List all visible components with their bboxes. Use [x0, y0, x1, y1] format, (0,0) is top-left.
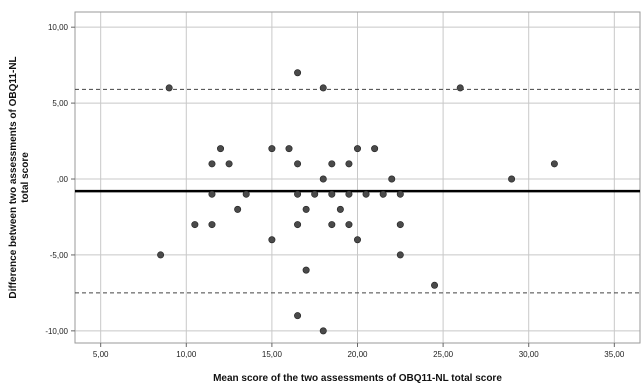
data-point: [319, 175, 327, 183]
x-tick-label: 15,00: [262, 350, 283, 359]
data-point: [208, 190, 216, 198]
x-axis-ticks: 5,00 10,00 15,00 20,00 25,00 30,00 35,00: [93, 343, 625, 359]
x-tick-label: 25,00: [433, 350, 454, 359]
data-point: [294, 160, 302, 168]
data-point: [225, 160, 233, 168]
data-point: [311, 190, 319, 198]
data-point: [379, 190, 387, 198]
data-point: [302, 205, 310, 213]
y-axis-label-line-1: Difference between two assessments of OB…: [8, 56, 19, 298]
grid-lines: [75, 12, 640, 343]
data-point: [353, 145, 361, 153]
data-point: [396, 251, 404, 259]
x-tick-label: 35,00: [604, 350, 625, 359]
data-point: [294, 312, 302, 320]
data-point: [208, 221, 216, 229]
data-point: [362, 190, 370, 198]
data-point: [345, 160, 353, 168]
data-point: [550, 160, 558, 168]
data-point: [345, 190, 353, 198]
data-point: [353, 236, 361, 244]
data-point: [371, 145, 379, 153]
data-point: [242, 190, 250, 198]
data-point: [396, 221, 404, 229]
data-point: [217, 145, 225, 153]
data-point: [294, 190, 302, 198]
data-point: [431, 281, 439, 289]
x-axis-label: Mean score of the two assessments of OBQ…: [213, 373, 502, 384]
data-point: [328, 221, 336, 229]
data-point: [328, 190, 336, 198]
data-point: [345, 221, 353, 229]
y-axis-label-line-2: total score: [20, 152, 31, 203]
data-point: [388, 175, 396, 183]
y-tick-label: 5,00: [52, 99, 68, 108]
data-point: [319, 84, 327, 92]
x-tick-label: 30,00: [519, 350, 540, 359]
data-point: [285, 145, 293, 153]
data-point: [328, 160, 336, 168]
x-tick-label: 5,00: [93, 350, 109, 359]
y-tick-label: -10,00: [45, 327, 68, 336]
data-point: [508, 175, 516, 183]
data-point: [165, 84, 173, 92]
y-axis-ticks: -10,00 -5,00 ,00 5,00 10,00: [45, 23, 75, 336]
data-point: [157, 251, 165, 259]
data-point: [336, 205, 344, 213]
y-tick-label: -5,00: [50, 251, 69, 260]
x-tick-label: 20,00: [347, 350, 368, 359]
x-tick-label: 10,00: [176, 350, 197, 359]
data-point: [208, 160, 216, 168]
data-point: [191, 221, 199, 229]
data-point: [234, 205, 242, 213]
y-tick-label: ,00: [57, 175, 69, 184]
y-tick-label: 10,00: [48, 23, 69, 32]
data-point: [294, 69, 302, 77]
data-point: [302, 266, 310, 274]
data-point: [319, 327, 327, 335]
data-point: [396, 190, 404, 198]
data-point: [268, 236, 276, 244]
data-point: [456, 84, 464, 92]
data-points: [157, 69, 558, 335]
data-point: [294, 221, 302, 229]
data-point: [268, 145, 276, 153]
